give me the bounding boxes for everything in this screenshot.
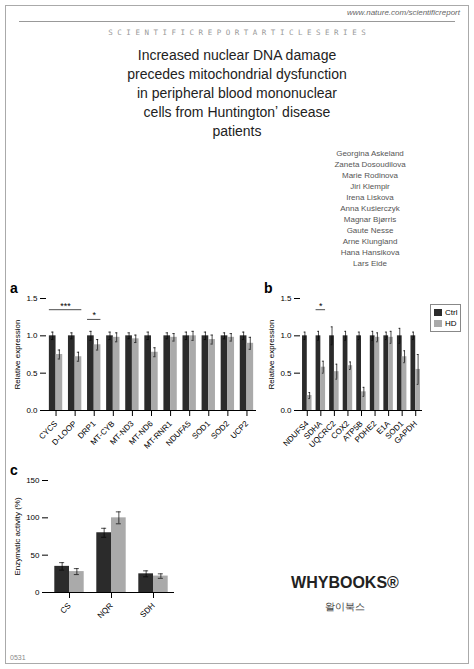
svg-text:MT-CYB: MT-CYB (88, 419, 117, 447)
svg-text:1.5: 1.5 (280, 294, 292, 303)
html-text:c: c (10, 462, 18, 478)
svg-text:NQR: NQR (96, 601, 115, 620)
html-text:S C I E N T I F I C R E P O R: S C I E N T I F I C R E P O R T A R T I … (108, 28, 366, 37)
html-text:www.nature.com/scientificrepor: www.nature.com/scientificreport (347, 8, 460, 17)
svg-text:***: *** (60, 301, 71, 311)
svg-text:CS: CS (58, 601, 72, 615)
svg-text:SDHA: SDHA (302, 419, 325, 442)
svg-text:0: 0 (35, 588, 40, 597)
html-text:a: a (10, 280, 18, 296)
svg-text:Relative expression: Relative expression (267, 320, 276, 390)
html-text:Ctrl: Ctrl (445, 308, 458, 317)
svg-text:ATP5B: ATP5B (340, 419, 365, 444)
svg-text:NDUFS4: NDUFS4 (281, 419, 311, 449)
svg-text:0.5: 0.5 (280, 369, 292, 378)
svg-text:CYCS: CYCS (37, 419, 60, 442)
svg-text:COX2: COX2 (329, 419, 352, 441)
html-text:WHYBOOKS®: WHYBOOKS® (291, 574, 399, 591)
svg-text:0.5: 0.5 (26, 369, 38, 378)
svg-text:SOD1: SOD1 (190, 419, 212, 441)
html-text:0531: 0531 (10, 654, 26, 661)
html-text:b: b (264, 280, 273, 296)
svg-text:*: * (319, 301, 323, 311)
svg-text:50: 50 (31, 551, 40, 560)
svg-text:SDH: SDH (138, 601, 156, 619)
html-text:HD: HD (445, 319, 457, 328)
svg-text:*: * (92, 310, 96, 320)
svg-text:SOD2: SOD2 (209, 419, 231, 441)
svg-text:DRP1: DRP1 (76, 419, 98, 441)
html-text:Georgina Askeland Zaneta Dosou: Georgina Askeland Zaneta Dosoudilova Mar… (334, 149, 406, 268)
svg-text:PDHE2: PDHE2 (353, 419, 379, 445)
html-text:Increased nuclear DNA damage p: Increased nuclear DNA damage precedes mi… (127, 47, 347, 139)
svg-text:D-LOOP: D-LOOP (50, 419, 78, 447)
svg-text:1.0: 1.0 (280, 331, 292, 340)
svg-text:0.0: 0.0 (280, 406, 292, 415)
svg-text:MT-RNR1: MT-RNR1 (142, 419, 174, 451)
svg-text:UCP2: UCP2 (229, 419, 251, 441)
svg-text:UQCRC2: UQCRC2 (307, 419, 338, 450)
svg-text:MT-ND3: MT-ND3 (108, 419, 136, 447)
svg-text:NDUFA5: NDUFA5 (164, 419, 193, 448)
svg-text:1.0: 1.0 (26, 331, 38, 340)
svg-text:1.5: 1.5 (26, 294, 38, 303)
svg-text:GAPDH: GAPDH (392, 419, 419, 446)
svg-text:E1A: E1A (374, 419, 392, 437)
svg-text:Relative expression: Relative expression (13, 320, 22, 390)
svg-text:Enzymatic activity (%): Enzymatic activity (%) (13, 497, 22, 576)
html-text:왈이북스: 왈이북스 (325, 601, 365, 612)
svg-text:MT-ND6: MT-ND6 (127, 419, 155, 447)
svg-text:100: 100 (26, 513, 40, 522)
svg-text:150: 150 (26, 476, 40, 485)
svg-text:SOD1: SOD1 (383, 419, 406, 441)
svg-text:0.0: 0.0 (26, 406, 38, 415)
